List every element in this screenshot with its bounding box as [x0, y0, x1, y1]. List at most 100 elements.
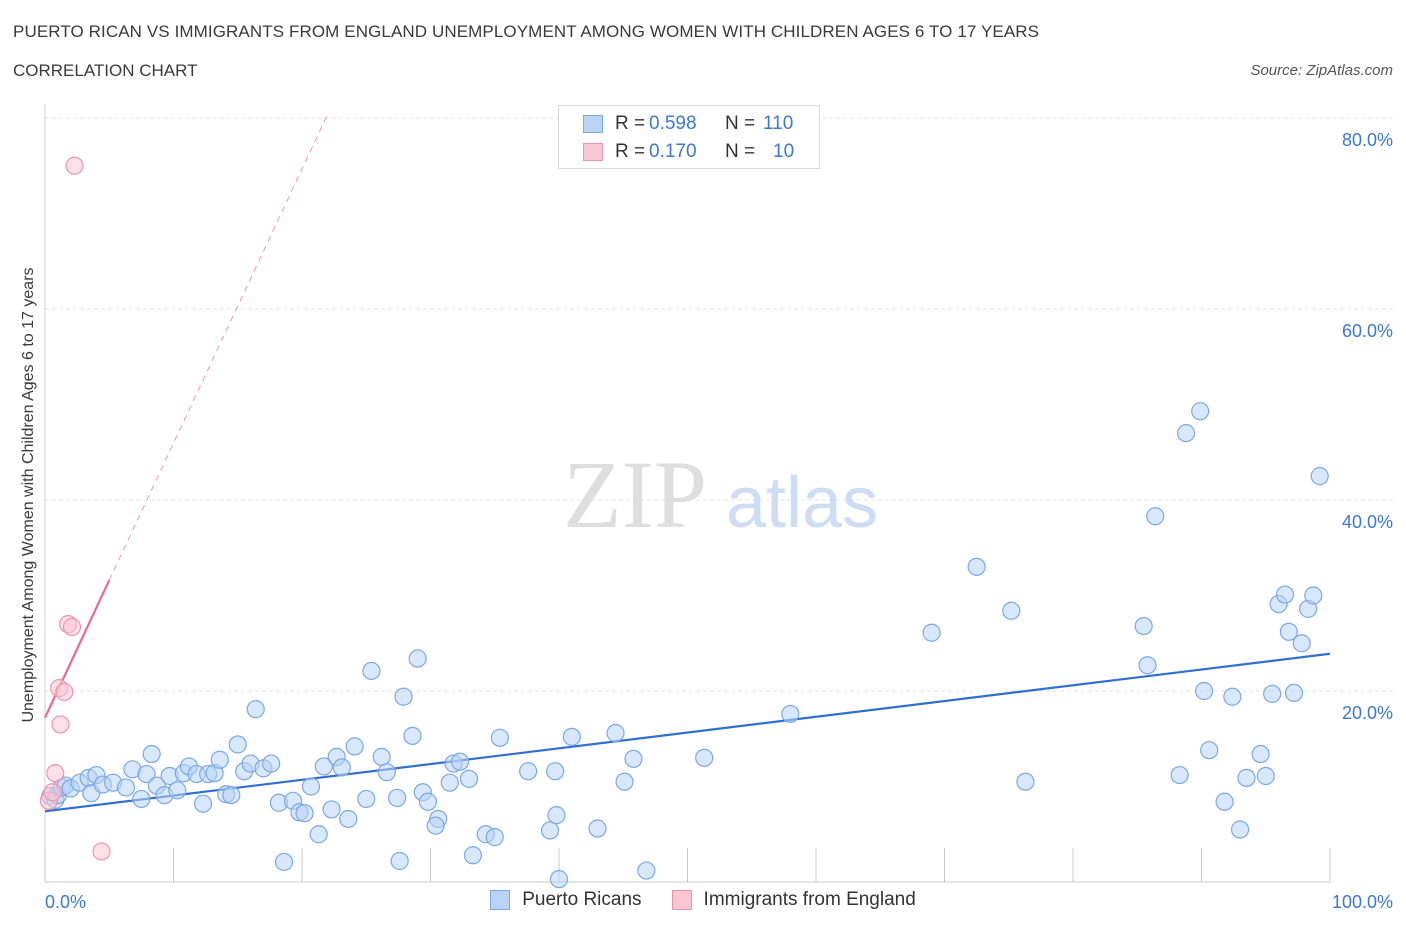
point-puerto-rican — [210, 750, 229, 769]
point-puerto-rican — [1279, 622, 1298, 641]
point-puerto-rican — [1256, 766, 1275, 786]
point-puerto-rican — [301, 777, 321, 796]
point-puerto-rican — [490, 728, 509, 747]
legend-item-immigrants-england[interactable]: Immigrants from England — [671, 889, 916, 911]
point-immigrant-england — [62, 617, 82, 637]
point-puerto-rican — [606, 723, 625, 743]
chart-title: PUERTO RICAN VS IMMIGRANTS FROM ENGLAND … — [13, 22, 1040, 41]
point-puerto-rican — [339, 809, 358, 829]
point-puerto-rican — [345, 737, 364, 756]
point-puerto-rican — [1237, 768, 1256, 788]
point-puerto-rican — [1200, 741, 1219, 760]
grid-lines — [45, 117, 1394, 692]
point-puerto-rican — [1215, 792, 1234, 811]
point-puerto-rican — [1263, 684, 1282, 703]
point-puerto-rican — [372, 747, 391, 766]
point-puerto-rican — [562, 727, 581, 746]
point-puerto-rican — [540, 821, 560, 840]
point-puerto-rican — [1304, 586, 1323, 605]
y-tick-label: 20.0% — [1342, 703, 1393, 723]
point-puerto-rican — [137, 764, 156, 784]
legend-item-puerto-ricans[interactable]: Puerto Ricans — [490, 889, 642, 911]
watermark-atlas: atlas — [726, 463, 878, 543]
point-puerto-rican — [262, 754, 281, 773]
point-puerto-rican — [459, 769, 479, 788]
point-puerto-rican — [309, 825, 328, 844]
point-puerto-rican — [1292, 634, 1311, 653]
stats-row-puerto-ricans: R = 0.598 N = 110 — [583, 112, 793, 136]
point-puerto-rican — [967, 557, 986, 576]
point-puerto-rican — [1191, 402, 1210, 421]
point-puerto-rican — [546, 762, 565, 781]
point-puerto-rican — [142, 744, 161, 764]
point-puerto-rican — [1251, 744, 1270, 764]
point-puerto-rican — [390, 851, 409, 871]
point-immigrant-england — [55, 682, 74, 702]
y-tick-label: 80.0% — [1342, 130, 1393, 150]
point-puerto-rican — [547, 806, 566, 825]
legend-swatch-pink — [671, 890, 692, 910]
point-puerto-rican — [1134, 616, 1153, 636]
point-puerto-rican — [624, 749, 643, 768]
point-puerto-rican — [588, 819, 607, 838]
point-puerto-rican — [1223, 687, 1242, 706]
data-points — [39, 156, 1329, 889]
tick-labels: 20.0% 40.0% 60.0% 80.0% 0.0% 100.0% — [45, 130, 1393, 912]
point-puerto-rican — [274, 852, 294, 872]
r-value: 0.170 — [649, 141, 697, 162]
r-value: 0.598 — [649, 113, 697, 134]
stats-row-immigrants-england: R = 0.170 N = 10 — [583, 140, 794, 164]
stats-swatch-blue — [583, 115, 603, 133]
point-immigrant-england — [43, 783, 62, 802]
point-puerto-rican — [1002, 601, 1021, 620]
point-puerto-rican — [362, 661, 381, 681]
point-immigrant-england — [65, 156, 84, 175]
point-puerto-rican — [1016, 772, 1035, 791]
point-puerto-rican — [549, 870, 569, 889]
point-puerto-rican — [322, 800, 341, 819]
source-credit: Source: ZipAtlas.com — [1250, 62, 1393, 79]
x-tick-label-min: 0.0% — [45, 892, 86, 912]
n-value: 110 — [763, 113, 794, 134]
point-puerto-rican — [1146, 507, 1165, 526]
point-puerto-rican — [394, 687, 413, 706]
n-value: 10 — [773, 141, 795, 162]
point-puerto-rican — [1275, 585, 1295, 604]
series-legend: Puerto Ricans Immigrants from England — [0, 889, 1406, 911]
r-label: R = — [615, 113, 646, 134]
point-puerto-rican — [615, 772, 634, 791]
point-puerto-rican — [193, 794, 213, 813]
point-puerto-rican — [132, 789, 151, 809]
x-tick-label-max: 100.0% — [1332, 892, 1393, 912]
point-puerto-rican — [387, 788, 407, 808]
r-label: R = — [615, 141, 646, 162]
stats-legend: R = 0.598 N = 110 R = 0.170 N = 10 — [558, 105, 820, 169]
point-immigrant-england — [46, 764, 65, 783]
point-puerto-rican — [440, 773, 459, 792]
point-puerto-rican — [695, 748, 714, 767]
point-puerto-rican — [168, 781, 187, 800]
point-puerto-rican — [246, 700, 265, 719]
point-puerto-rican — [357, 789, 376, 809]
point-puerto-rican — [1170, 765, 1189, 785]
point-puerto-rican — [1194, 681, 1214, 701]
point-puerto-rican — [408, 649, 427, 668]
point-puerto-rican — [485, 828, 504, 847]
y-tick-label: 60.0% — [1342, 321, 1393, 341]
point-puerto-rican — [418, 792, 438, 811]
trend-line-immigrants-england — [44, 579, 111, 719]
n-label: N = — [725, 141, 756, 162]
stats-swatch-pink — [583, 143, 603, 161]
point-puerto-rican — [450, 752, 470, 771]
trend-extension-immigrants-england — [108, 113, 329, 581]
point-puerto-rican — [426, 816, 445, 835]
point-puerto-rican — [1138, 656, 1157, 675]
n-label: N = — [725, 113, 756, 134]
point-puerto-rican — [463, 846, 483, 865]
point-puerto-rican — [377, 763, 396, 782]
legend-swatch-blue — [490, 890, 511, 910]
point-puerto-rican — [1230, 820, 1250, 839]
point-puerto-rican — [116, 778, 136, 797]
point-puerto-rican — [922, 623, 941, 642]
